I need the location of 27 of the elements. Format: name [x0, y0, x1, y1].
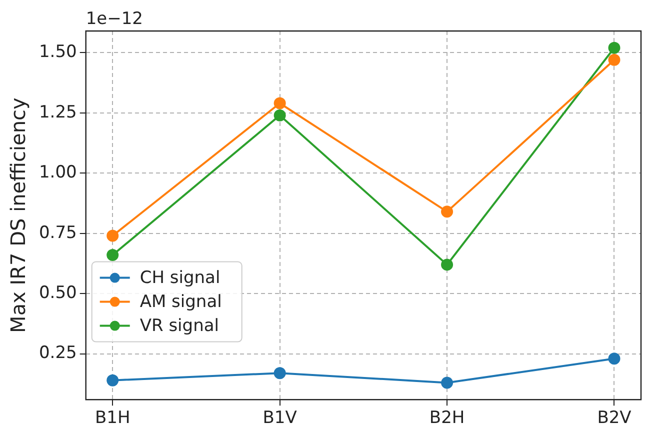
y-axis-title: Max IR7 DS inefficiency	[6, 98, 30, 333]
legend-label: VR signal	[140, 316, 219, 336]
point	[608, 54, 620, 66]
y-tick-label: 1.50	[38, 42, 77, 62]
point	[441, 376, 454, 389]
legend-label: CH signal	[140, 268, 220, 288]
point	[274, 97, 286, 110]
y-tick-label: 1.25	[38, 102, 77, 122]
point	[274, 109, 286, 122]
point	[274, 367, 286, 380]
legend-label: AM signal	[140, 292, 222, 312]
text: 1e−12	[86, 8, 144, 29]
point	[106, 249, 119, 262]
point	[441, 258, 454, 271]
x-tick-label: B1H	[94, 408, 130, 428]
y-tick-label: 0.25	[38, 343, 77, 364]
y-tick-label: 0.50	[38, 283, 77, 304]
y-tick-label: 0.75	[38, 222, 77, 243]
x-tick-label: B2V	[597, 408, 632, 428]
point	[608, 42, 620, 54]
point	[608, 352, 620, 365]
x-tick-label: B2H	[429, 408, 465, 428]
x-tick-label: B1V	[262, 408, 298, 428]
point	[106, 374, 119, 386]
point	[106, 230, 119, 242]
y-tick-label: 1.00	[38, 162, 77, 183]
point	[441, 206, 454, 218]
